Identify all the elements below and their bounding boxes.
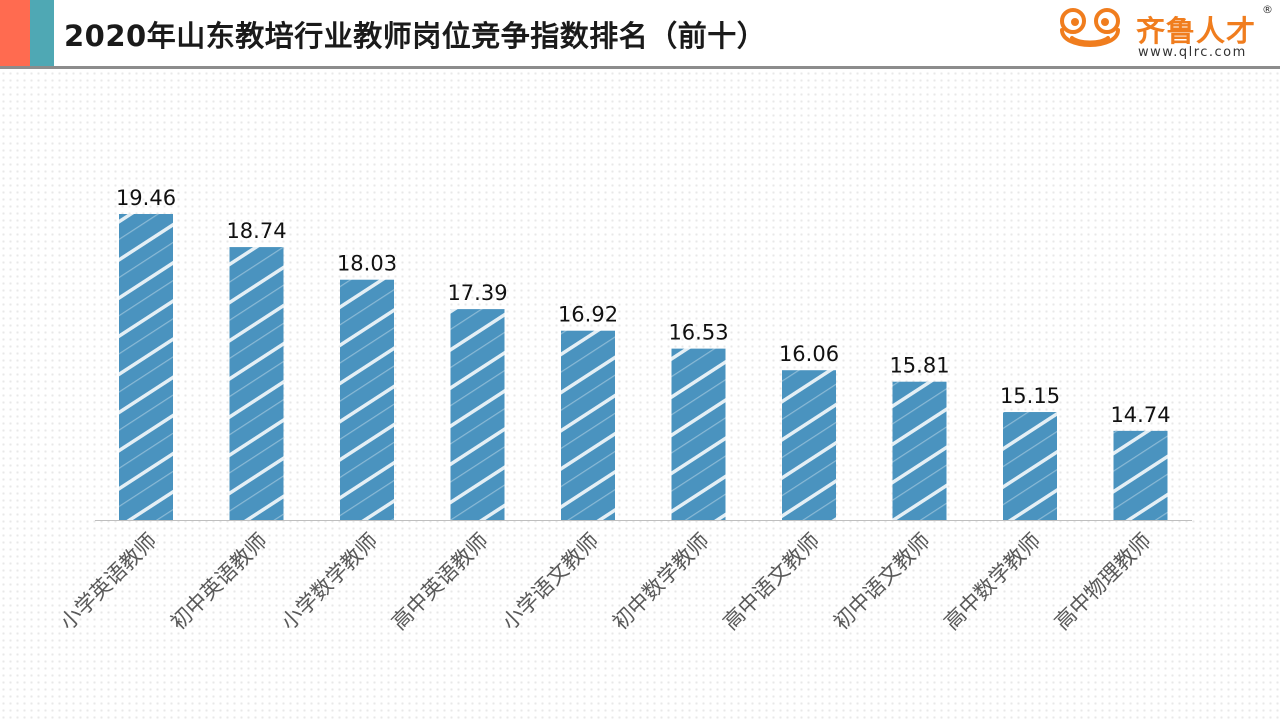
header-accent-red [0, 0, 30, 66]
bar-6 [671, 348, 726, 520]
category-label: 高中语文教师 [718, 529, 824, 635]
value-label: 14.74 [1110, 403, 1170, 427]
category-label: 高中英语教师 [387, 529, 493, 635]
value-label: 18.74 [226, 219, 286, 243]
logo-name: 齐鲁人才 [1136, 14, 1257, 48]
bar-8 [892, 381, 947, 520]
category-label: 小学数学教师 [276, 529, 382, 635]
frog-mascot-icon [1060, 8, 1120, 47]
category-label: 小学英语教师 [55, 529, 161, 635]
header-accent-teal [30, 0, 54, 66]
value-label: 16.06 [779, 342, 839, 366]
bar-3 [340, 279, 394, 520]
category-label: 高中物理教师 [1050, 529, 1156, 635]
value-label: 16.53 [668, 321, 728, 345]
bar-1 [119, 214, 173, 520]
bar-2 [229, 247, 284, 520]
value-label: 15.15 [1000, 384, 1060, 408]
category-label: 初中数学教师 [608, 529, 714, 635]
bar-10 [1113, 430, 1168, 520]
registered-mark: ® [1262, 3, 1273, 16]
value-label: 17.39 [447, 281, 507, 305]
category-label: 初中语文教师 [829, 529, 935, 635]
value-label: 19.46 [116, 186, 176, 210]
bar-5 [561, 330, 615, 520]
value-label: 16.92 [558, 303, 618, 327]
bar-4 [450, 309, 505, 520]
brand-logo: 齐鲁人才 www.qlrc.com ® [1056, 3, 1274, 62]
value-label: 18.03 [337, 252, 397, 276]
category-label: 初中英语教师 [166, 529, 272, 635]
logo-url: www.qlrc.com [1138, 45, 1247, 60]
category-label: 高中数学教师 [939, 529, 1045, 635]
value-label: 15.81 [889, 354, 949, 378]
bar-7 [782, 370, 836, 520]
page-title: 2020年山东教培行业教师岗位竞争指数排名（前十） [64, 19, 767, 53]
bar-9 [1003, 412, 1057, 520]
header-bar: 2020年山东教培行业教师岗位竞争指数排名（前十） 齐鲁人才 www.qlrc.… [0, 0, 1280, 66]
category-label: 小学语文教师 [497, 529, 603, 635]
header-divider [0, 66, 1280, 69]
